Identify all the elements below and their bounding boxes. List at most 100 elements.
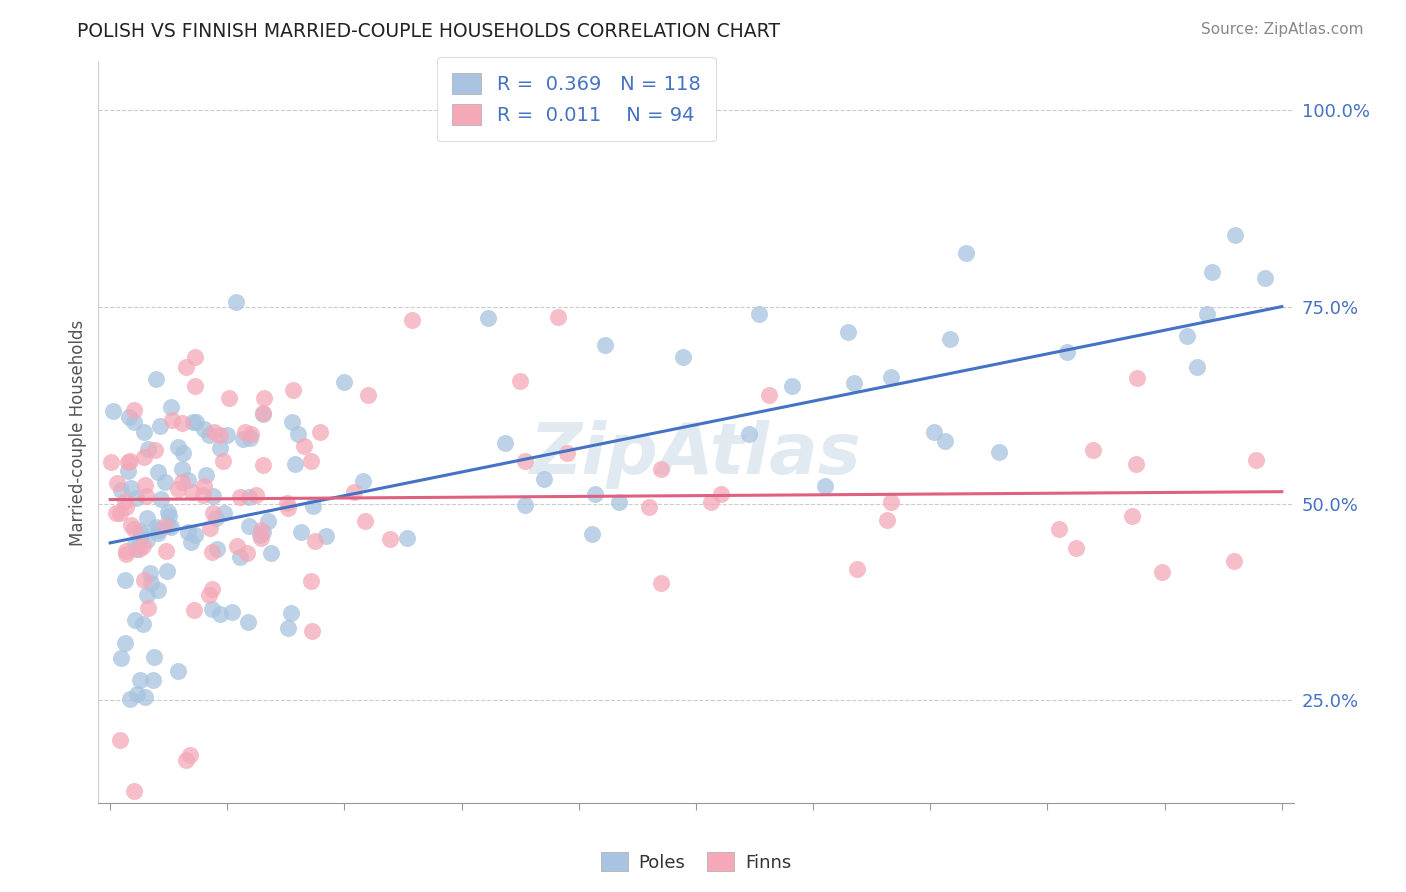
Point <box>239 431 262 445</box>
Point <box>117 464 139 478</box>
Point <box>748 307 770 321</box>
Point <box>177 524 200 539</box>
Point <box>184 351 207 365</box>
Point <box>153 475 176 490</box>
Point <box>149 419 172 434</box>
Point <box>607 495 630 509</box>
Point <box>129 526 152 541</box>
Point <box>378 533 401 547</box>
Point <box>229 490 252 504</box>
Point <box>281 383 304 397</box>
Point <box>156 505 179 519</box>
Point <box>143 442 166 457</box>
Point <box>837 325 859 339</box>
Point <box>120 481 142 495</box>
Point <box>939 332 962 346</box>
Point <box>148 523 170 537</box>
Point <box>1047 522 1070 536</box>
Point <box>226 539 249 553</box>
Point <box>232 432 254 446</box>
Point <box>155 543 177 558</box>
Point <box>758 388 780 402</box>
Point <box>146 465 169 479</box>
Point <box>555 446 578 460</box>
Point <box>547 310 569 324</box>
Point <box>205 541 228 556</box>
Point <box>110 732 132 747</box>
Point <box>117 455 139 469</box>
Point <box>396 531 419 545</box>
Point <box>174 360 197 375</box>
Point <box>100 455 122 469</box>
Point <box>252 458 274 473</box>
Point <box>105 506 128 520</box>
Point <box>198 588 221 602</box>
Point <box>201 545 224 559</box>
Point <box>299 574 322 589</box>
Point <box>124 522 146 536</box>
Point <box>239 427 262 442</box>
Point <box>354 514 377 528</box>
Point <box>780 379 803 393</box>
Point <box>1064 541 1087 556</box>
Point <box>202 507 225 521</box>
Point <box>136 600 159 615</box>
Point <box>1125 457 1147 471</box>
Point <box>955 246 977 260</box>
Point <box>170 461 193 475</box>
Point <box>194 468 217 483</box>
Point <box>299 454 322 468</box>
Point <box>253 391 276 405</box>
Point <box>513 454 536 468</box>
Point <box>1187 359 1209 374</box>
Point <box>132 540 155 554</box>
Point <box>738 426 761 441</box>
Point <box>183 603 205 617</box>
Point <box>134 690 156 704</box>
Text: ZipAtlas: ZipAtlas <box>530 420 862 490</box>
Point <box>1201 265 1223 279</box>
Point <box>114 573 136 587</box>
Text: Source: ZipAtlas.com: Source: ZipAtlas.com <box>1201 22 1364 37</box>
Point <box>122 415 145 429</box>
Point <box>280 415 302 429</box>
Point <box>201 602 224 616</box>
Point <box>333 376 356 390</box>
Point <box>987 445 1010 459</box>
Point <box>209 441 232 455</box>
Point <box>583 487 606 501</box>
Point <box>1225 228 1247 243</box>
Point <box>184 415 207 429</box>
Point <box>108 506 131 520</box>
Point <box>134 478 156 492</box>
Point <box>136 533 159 548</box>
Point <box>120 454 142 468</box>
Point <box>290 525 312 540</box>
Point <box>193 487 215 501</box>
Point <box>135 588 157 602</box>
Point <box>128 673 150 687</box>
Point <box>180 535 202 549</box>
Point <box>357 388 380 402</box>
Point <box>700 495 723 509</box>
Point <box>184 378 207 392</box>
Point <box>1175 329 1198 343</box>
Point <box>183 415 205 429</box>
Point <box>513 499 536 513</box>
Point <box>287 427 309 442</box>
Point <box>157 508 180 523</box>
Point <box>238 615 260 630</box>
Point <box>477 311 499 326</box>
Point <box>172 416 194 430</box>
Point <box>710 486 733 500</box>
Point <box>114 636 136 650</box>
Point <box>159 401 181 415</box>
Point <box>1081 443 1104 458</box>
Point <box>236 545 259 559</box>
Point <box>105 476 128 491</box>
Point <box>218 392 240 406</box>
Point <box>238 491 260 505</box>
Point <box>166 483 188 497</box>
Point <box>124 613 146 627</box>
Point <box>1150 566 1173 580</box>
